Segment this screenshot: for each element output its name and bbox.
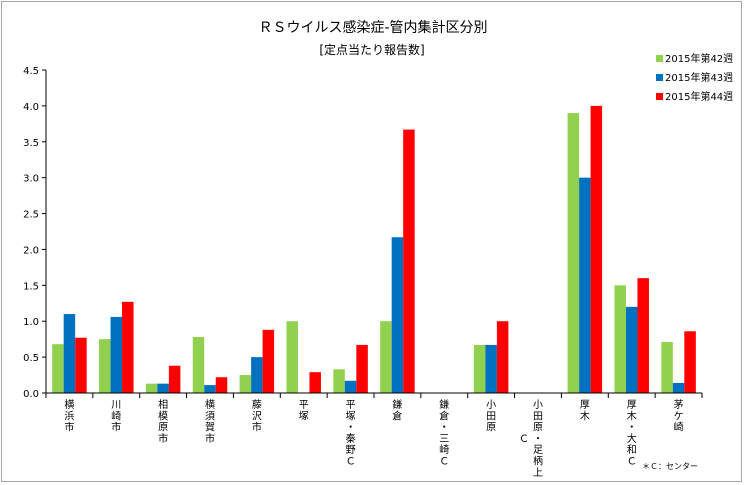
y-axis: 0.0 0.5 1.0 1.5 2.0 2.5 3.0 3.5 4.0 4.5 (23, 66, 47, 400)
x-category-label: 鎌倉 (392, 398, 402, 422)
bar (52, 344, 64, 393)
bar (473, 344, 486, 393)
y-tick-label: 1.5 (23, 281, 39, 292)
footnote: ＊Ｃ：センター (642, 462, 698, 471)
bar (380, 321, 392, 393)
bar (344, 380, 357, 393)
bar (110, 316, 123, 393)
x-category-label: 小田原 (486, 399, 496, 434)
legend-label: 2015年第44週 (665, 90, 733, 103)
bar (579, 177, 591, 393)
bar (661, 342, 673, 393)
bar (391, 237, 404, 393)
bar (122, 301, 134, 393)
bar (309, 372, 321, 393)
x-category-label: 相模原市 (158, 398, 168, 445)
legend-label: 2015年第43週 (665, 71, 733, 84)
x-category-label: 平塚・秦野Ｃ (346, 400, 356, 468)
bar (204, 385, 216, 393)
bar (168, 365, 181, 393)
y-tick-label: 2.5 (23, 210, 39, 221)
bar (496, 321, 509, 393)
y-tick-label: 3.0 (23, 174, 39, 185)
chart-title: ＲＳウイルス感染症-管内集計区分別 (258, 19, 487, 36)
bar (192, 337, 205, 393)
x-axis: 横浜市 川崎市 相模原市 横須賀市 藤沢市 平塚 平塚・秦野Ｃ 鎌倉 鎌倉・三崎Ｃ 小田原 小田原・… (45, 392, 703, 479)
bar (333, 369, 345, 393)
bar (403, 129, 415, 393)
legend-label: 2015年第42週 (665, 52, 733, 65)
bar (637, 278, 649, 393)
bar (99, 339, 111, 393)
y-tick-label: 1.0 (23, 317, 39, 328)
x-category-label: 横須賀市 (205, 398, 215, 445)
x-category-label: 平塚 (299, 400, 309, 422)
bar (251, 357, 263, 393)
x-category-label: 小田原・足柄上Ｃ (519, 399, 543, 479)
x-category-label: 藤沢市 (252, 399, 262, 434)
bar (75, 337, 87, 393)
bar (625, 306, 638, 393)
legend-swatch (656, 93, 663, 100)
bar (356, 344, 368, 393)
chart-subtitle: [定点当たり報告数] (319, 42, 424, 57)
bar (672, 382, 685, 393)
x-category-label: 茅ケ崎 (674, 399, 684, 434)
legend: 2015年第42週 2015年第43週 2015年第44週 (656, 52, 733, 103)
bar (286, 321, 298, 393)
x-category-label: 厚木・大和Ｃ (627, 399, 637, 468)
y-tick-label: 0.5 (23, 353, 39, 364)
bar (63, 314, 76, 393)
bar (215, 377, 228, 393)
x-category-label: 横浜市 (64, 398, 74, 434)
y-tick-label: 0.0 (23, 389, 39, 400)
bar (684, 331, 696, 393)
bar (145, 383, 158, 393)
y-tick-label: 4.0 (23, 102, 39, 113)
legend-swatch (656, 74, 663, 81)
bar (239, 375, 252, 393)
bar (157, 383, 169, 393)
bar (485, 344, 497, 393)
y-tick-label: 2.0 (23, 245, 39, 256)
bar (262, 329, 275, 393)
bar (567, 113, 580, 394)
y-tick-label: 4.5 (23, 66, 39, 77)
bars (52, 105, 696, 394)
bar (614, 285, 626, 393)
x-category-label: 鎌倉・三崎Ｃ (439, 398, 449, 468)
bar (590, 105, 603, 393)
x-category-label: 厚木 (580, 399, 590, 422)
legend-swatch (656, 55, 663, 62)
y-tick-label: 3.5 (23, 138, 39, 149)
x-category-label: 川崎市 (111, 400, 121, 434)
